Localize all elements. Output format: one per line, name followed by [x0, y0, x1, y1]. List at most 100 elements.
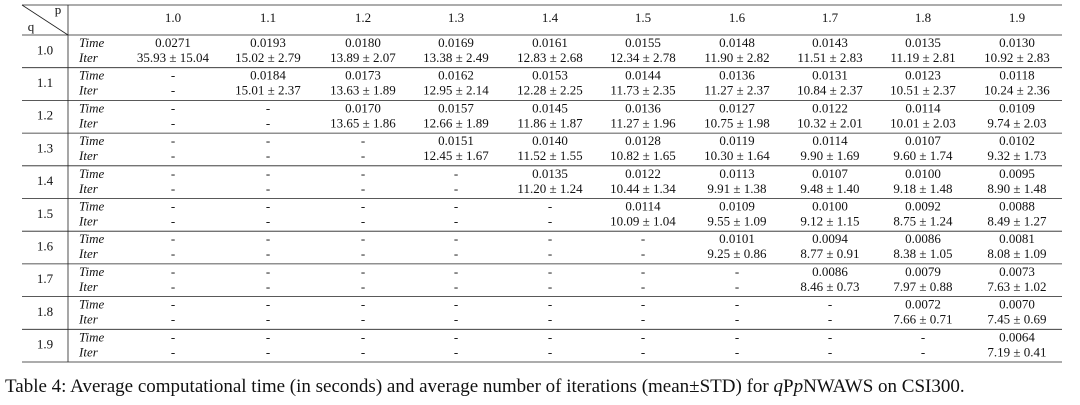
- time-cell: -: [641, 264, 645, 279]
- caption: Table 4: Average computational time (in …: [5, 376, 965, 397]
- iter-cell: -: [641, 279, 645, 294]
- iter-cell: -: [171, 181, 175, 196]
- time-cell: -: [735, 329, 739, 344]
- iter-cell: -: [828, 344, 832, 359]
- caption-part: P: [783, 376, 794, 397]
- iter-cell: -: [266, 279, 270, 294]
- iter-cell: -: [171, 246, 175, 261]
- time-label: Time: [79, 231, 105, 246]
- time-cell: -: [548, 231, 552, 246]
- row-q: 1.2: [37, 108, 53, 123]
- iter-cell: 7.97 ± 0.88: [893, 279, 952, 294]
- iter-cell: -: [454, 344, 458, 359]
- iter-cell: 12.95 ± 2.14: [423, 83, 489, 98]
- iter-cell: 13.63 ± 1.89: [330, 83, 396, 98]
- time-cell: 0.0094: [812, 231, 848, 246]
- row-q: 1.4: [37, 173, 54, 188]
- time-cell: 0.0079: [905, 264, 941, 279]
- iter-cell: -: [171, 279, 175, 294]
- iter-cell: 13.65 ± 1.86: [330, 115, 396, 130]
- time-cell: 0.0100: [905, 166, 941, 181]
- iter-cell: -: [548, 279, 552, 294]
- time-cell: 0.0271: [155, 35, 191, 50]
- time-cell: 0.0130: [999, 35, 1035, 50]
- corner-p: p: [55, 2, 62, 17]
- time-cell: 0.0122: [625, 166, 661, 181]
- time-label: Time: [79, 100, 105, 115]
- time-cell: 0.0148: [719, 35, 755, 50]
- time-cell: -: [171, 68, 175, 83]
- time-cell: -: [548, 264, 552, 279]
- iter-cell: -: [266, 148, 270, 163]
- time-cell: 0.0118: [999, 68, 1034, 83]
- iter-cell: -: [641, 312, 645, 327]
- iter-cell: -: [548, 312, 552, 327]
- iter-cell: 9.74 ± 2.03: [987, 115, 1046, 130]
- column-header: 1.5: [635, 10, 651, 25]
- iter-cell: 9.55 ± 1.09: [707, 213, 766, 228]
- iter-cell: 10.24 ± 2.36: [984, 83, 1050, 98]
- time-cell: -: [641, 297, 645, 312]
- iter-cell: -: [641, 344, 645, 359]
- time-cell: 0.0122: [812, 100, 848, 115]
- iter-cell: 12.28 ± 2.25: [517, 83, 583, 98]
- time-cell: 0.0153: [532, 68, 568, 83]
- column-header: 1.3: [448, 10, 464, 25]
- time-cell: -: [454, 198, 458, 213]
- time-cell: -: [266, 264, 270, 279]
- iter-cell: -: [735, 344, 739, 359]
- iter-label: Iter: [78, 181, 99, 196]
- iter-cell: -: [454, 246, 458, 261]
- caption-part: NWAWS on CSI300.: [803, 376, 965, 397]
- time-cell: -: [454, 297, 458, 312]
- time-cell: -: [361, 264, 365, 279]
- time-cell: 0.0135: [905, 35, 941, 50]
- iter-cell: -: [454, 213, 458, 228]
- iter-label: Iter: [78, 83, 99, 98]
- time-cell: 0.0064: [999, 329, 1035, 344]
- iter-cell: 9.25 ± 0.86: [707, 246, 767, 261]
- iter-cell: -: [171, 213, 175, 228]
- time-cell: 0.0144: [625, 68, 661, 83]
- caption-part: p: [792, 376, 804, 397]
- iter-cell: -: [361, 312, 365, 327]
- iter-cell: -: [454, 181, 458, 196]
- corner-q: q: [28, 19, 35, 34]
- time-label: Time: [79, 297, 105, 312]
- time-cell: -: [641, 329, 645, 344]
- time-cell: 0.0123: [905, 68, 941, 83]
- column-header: 1.2: [355, 10, 371, 25]
- iter-cell: 10.75 ± 1.98: [704, 115, 770, 130]
- iter-cell: 8.08 ± 1.09: [987, 246, 1046, 261]
- iter-cell: 11.73 ± 2.35: [610, 83, 675, 98]
- row-q: 1.6: [37, 239, 54, 254]
- iter-cell: 10.30 ± 1.64: [704, 148, 770, 163]
- time-cell: -: [735, 264, 739, 279]
- iter-cell: 13.38 ± 2.49: [423, 50, 489, 65]
- time-cell: -: [454, 166, 458, 181]
- time-cell: 0.0114: [625, 198, 661, 213]
- time-cell: 0.0151: [438, 133, 474, 148]
- iter-cell: -: [361, 181, 365, 196]
- iter-cell: -: [171, 312, 175, 327]
- caption-part: q: [773, 376, 783, 397]
- iter-cell: -: [171, 115, 175, 130]
- time-cell: 0.0162: [438, 68, 474, 83]
- iter-cell: -: [641, 246, 645, 261]
- iter-cell: 15.02 ± 2.79: [235, 50, 301, 65]
- iter-cell: 8.38 ± 1.05: [893, 246, 952, 261]
- iter-label: Iter: [78, 148, 99, 163]
- time-cell: -: [548, 198, 552, 213]
- time-cell: -: [266, 329, 270, 344]
- time-cell: 0.0127: [719, 100, 755, 115]
- row-q: 1.9: [37, 337, 53, 352]
- time-cell: 0.0107: [812, 166, 848, 181]
- row-q: 1.0: [37, 42, 53, 57]
- iter-cell: -: [735, 279, 739, 294]
- iter-cell: 7.45 ± 0.69: [987, 312, 1046, 327]
- iter-cell: 11.51 ± 2.83: [797, 50, 862, 65]
- time-cell: -: [548, 297, 552, 312]
- iter-cell: -: [171, 344, 175, 359]
- time-cell: 0.0086: [812, 264, 848, 279]
- iter-label: Iter: [78, 213, 99, 228]
